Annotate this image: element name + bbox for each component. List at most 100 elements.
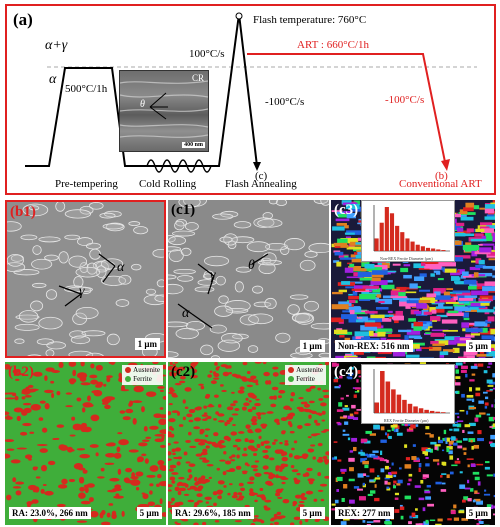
ebsd-grain xyxy=(435,306,453,309)
ebsd-grain xyxy=(456,458,460,461)
ebsd-grain xyxy=(465,328,483,333)
austenite-grain xyxy=(189,445,197,449)
sem-grain xyxy=(174,220,185,231)
ebsd-grain xyxy=(425,463,430,467)
ebsd-grain xyxy=(396,483,401,486)
austenite-grain xyxy=(186,488,191,491)
inset-scale-bar: 400 nm xyxy=(182,142,205,148)
austenite-grain xyxy=(274,449,282,454)
ebsd-grain xyxy=(491,443,495,448)
ebsd-grain xyxy=(384,432,388,436)
austenite-grain xyxy=(227,492,231,496)
austenite-grain xyxy=(149,490,153,495)
ebsd-grain xyxy=(457,420,464,423)
austenite-grain xyxy=(284,440,289,443)
ebsd-grain xyxy=(448,440,454,445)
c1-scale-bar: 1 μm xyxy=(299,340,325,352)
austenite-grain xyxy=(308,400,315,404)
annotation-arrow xyxy=(98,253,116,267)
austenite-grain xyxy=(267,380,272,385)
sem-grain xyxy=(73,276,84,288)
sem-grain xyxy=(268,200,278,205)
sem-grain xyxy=(70,335,91,345)
austenite-grain xyxy=(13,407,24,413)
ebsd-grain xyxy=(472,499,476,503)
austenite-grain xyxy=(222,471,227,476)
ebsd-grain xyxy=(405,457,411,461)
austenite-grain xyxy=(69,434,76,437)
ebsd-grain xyxy=(342,407,350,411)
austenite-grain xyxy=(32,466,38,471)
ebsd-grain xyxy=(384,270,397,273)
ebsd-grain xyxy=(422,474,429,478)
austenite-grain xyxy=(287,413,293,416)
sem-grain xyxy=(128,221,141,226)
ebsd-grain xyxy=(353,394,357,398)
austenite-grain xyxy=(44,375,48,382)
austenite-grain xyxy=(188,474,193,479)
austenite-grain xyxy=(251,421,258,426)
ebsd-grain xyxy=(337,238,348,244)
austenite-grain xyxy=(281,481,286,485)
austenite-grain xyxy=(201,414,209,417)
austenite-grain xyxy=(317,489,324,493)
hist-bar xyxy=(441,250,446,251)
austenite-grain xyxy=(290,464,295,469)
austenite-grain xyxy=(284,442,289,446)
ebsd-grain xyxy=(470,333,480,336)
ebsd-grain xyxy=(409,515,413,519)
austenite-grain xyxy=(218,495,222,500)
austenite-grain xyxy=(317,472,322,477)
sem-grain xyxy=(64,209,92,219)
ebsd-grain xyxy=(350,351,357,357)
ebsd-grain xyxy=(339,416,347,419)
sem-grain xyxy=(284,238,305,251)
ebsd-grain xyxy=(436,314,448,318)
ebsd-grain xyxy=(335,477,338,483)
austenite-grain xyxy=(304,518,309,523)
austenite-grain xyxy=(51,370,60,373)
austenite-grain xyxy=(265,380,269,385)
ebsd-grain xyxy=(340,521,347,525)
austenite-grain xyxy=(308,414,312,419)
ebsd-grain xyxy=(479,412,486,415)
ebsd-grain xyxy=(366,454,370,458)
austenite-grain xyxy=(197,485,204,490)
ebsd-grain xyxy=(333,329,348,335)
austenite-grain xyxy=(264,499,272,503)
austenite-grain xyxy=(322,389,329,393)
ebsd-grain xyxy=(471,290,489,296)
ebsd-grain xyxy=(431,329,449,332)
ebsd-grain xyxy=(487,251,495,256)
austenite-grain xyxy=(262,362,267,365)
hist-bar xyxy=(425,247,431,251)
panel-label-c1: (c1) xyxy=(171,202,196,218)
panel-c4-ebsd: REX Ferrite Diameter (μm) (c4) REX: 277 … xyxy=(331,362,495,525)
austenite-grain xyxy=(76,372,88,379)
ebsd-grain xyxy=(374,484,377,488)
austenite-grain xyxy=(278,389,286,394)
austenite-grain xyxy=(250,522,256,525)
ebsd-grain xyxy=(395,428,399,432)
ebsd-grain xyxy=(412,444,416,447)
ebsd-grain xyxy=(493,311,495,314)
ebsd-grain xyxy=(430,332,445,337)
ebsd-grain xyxy=(429,434,434,438)
austenite-grain xyxy=(41,427,48,433)
ebsd-grain xyxy=(488,416,495,422)
ebsd-grain xyxy=(404,444,408,448)
austenite-grain xyxy=(217,413,225,417)
ebsd-grain xyxy=(343,518,350,521)
austenite-grain xyxy=(208,403,213,408)
ebsd-grain xyxy=(399,467,402,470)
hist-bar xyxy=(413,406,418,413)
sem-grain xyxy=(287,304,300,315)
austenite-grain xyxy=(174,502,181,507)
step-cold-rolling: Cold Rolling xyxy=(139,178,197,190)
austenite-grain xyxy=(253,518,259,522)
ebsd-grain xyxy=(400,515,404,520)
sem-grain xyxy=(30,300,44,312)
sem-grain xyxy=(168,274,177,280)
ebsd-grain xyxy=(435,481,442,485)
ebsd-grain xyxy=(407,483,411,486)
